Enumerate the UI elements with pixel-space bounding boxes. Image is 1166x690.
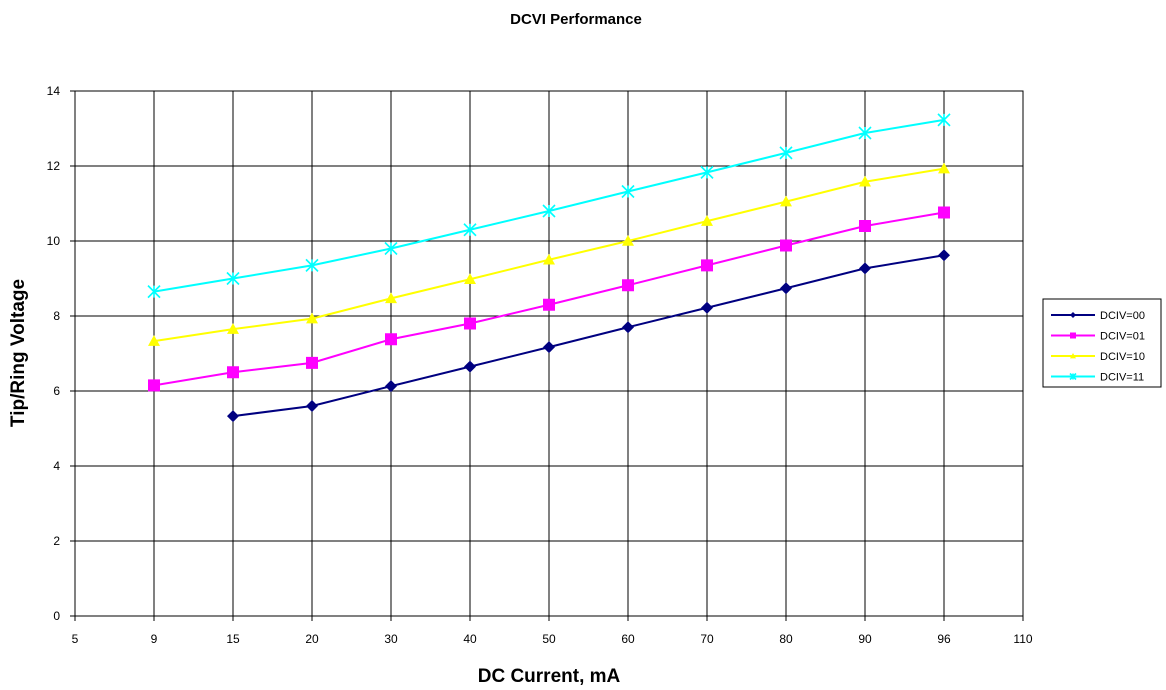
x-tick-label: 90 — [858, 632, 872, 646]
data-point — [859, 220, 871, 232]
legend-label: DCIV=10 — [1100, 351, 1145, 363]
data-point — [385, 333, 397, 346]
data-point — [700, 165, 714, 179]
data-point — [938, 206, 950, 219]
data-point — [147, 285, 161, 299]
x-axis: 5 9 15 20 30 40 50 60 70 80 90 96 110 — [72, 616, 1033, 646]
data-point — [780, 195, 792, 207]
x-tick-label: 110 — [1013, 632, 1032, 646]
data-point — [464, 317, 476, 330]
data-point — [859, 262, 871, 275]
y-tick-label: 6 — [53, 384, 60, 398]
y-axis: 0 2 4 6 8 10 12 14 — [47, 84, 75, 623]
data-point — [306, 356, 318, 369]
series-layer — [147, 113, 951, 423]
legend-marker — [1069, 372, 1077, 381]
x-tick-label: 40 — [463, 632, 477, 646]
legend: DCIV=00 DCIV=01 DCIV=10 DCIV=11 — [1042, 298, 1162, 388]
series-dciv-01 — [148, 206, 950, 392]
data-point — [701, 301, 713, 314]
chart-title: DCVI Performance — [510, 11, 642, 28]
x-tick-label: 96 — [937, 632, 951, 646]
data-point — [385, 380, 397, 393]
data-point — [227, 410, 239, 423]
x-tick-label: 15 — [226, 632, 240, 646]
y-tick-label: 4 — [53, 459, 60, 473]
data-point — [148, 379, 160, 392]
x-tick-label: 70 — [700, 632, 714, 646]
x-tick-label: 60 — [621, 632, 635, 646]
data-point — [543, 298, 555, 311]
data-point — [859, 175, 871, 187]
legend-label: DCIV=00 — [1100, 310, 1145, 322]
data-point — [622, 279, 634, 292]
y-tick-label: 10 — [47, 234, 61, 248]
data-point — [701, 215, 713, 226]
data-point — [858, 126, 872, 140]
data-point — [463, 223, 477, 237]
series-dciv-00 — [227, 249, 950, 423]
y-axis-title: Tip/Ring Voltage — [8, 279, 29, 427]
data-point — [937, 113, 951, 127]
legend-marker — [1070, 353, 1076, 359]
data-point — [622, 321, 634, 334]
x-tick-label: 50 — [542, 632, 556, 646]
x-tick-label: 80 — [779, 632, 793, 646]
y-tick-label: 0 — [53, 609, 60, 623]
data-point — [780, 239, 792, 252]
x-tick-label: 9 — [151, 632, 158, 646]
data-point — [227, 366, 239, 379]
data-point — [701, 259, 713, 272]
y-tick-label: 2 — [53, 534, 60, 548]
data-point — [385, 292, 397, 304]
data-point — [779, 146, 793, 160]
y-tick-label: 8 — [53, 309, 60, 323]
data-point — [543, 341, 555, 354]
data-point — [621, 184, 635, 199]
legend-marker — [1070, 312, 1076, 318]
legend-label: DCIV=01 — [1100, 331, 1145, 343]
series-dciv-11 — [147, 113, 951, 299]
data-point — [384, 241, 398, 256]
legend-marker — [1070, 332, 1076, 339]
legend-label: DCIV=11 — [1100, 372, 1144, 384]
x-axis-title: DC Current, mA — [478, 666, 621, 687]
data-point — [148, 335, 160, 346]
series-line — [232, 254, 945, 418]
data-point — [938, 162, 950, 174]
data-point — [464, 360, 476, 373]
y-tick-label: 14 — [47, 84, 61, 98]
data-point — [464, 273, 476, 285]
x-tick-label: 30 — [384, 632, 398, 646]
data-point — [780, 282, 792, 295]
data-point — [227, 323, 239, 334]
data-point — [226, 271, 240, 286]
data-point — [543, 253, 555, 265]
legend-box — [1042, 298, 1162, 388]
series-dciv-10 — [148, 162, 950, 346]
data-point — [306, 312, 318, 324]
x-tick-label: 5 — [72, 632, 79, 646]
x-tick-label: 20 — [305, 632, 319, 646]
data-point — [938, 249, 950, 262]
data-point — [622, 235, 634, 246]
data-point — [306, 400, 318, 412]
data-point — [542, 204, 556, 218]
data-point — [305, 258, 319, 272]
y-tick-label: 12 — [47, 159, 61, 173]
